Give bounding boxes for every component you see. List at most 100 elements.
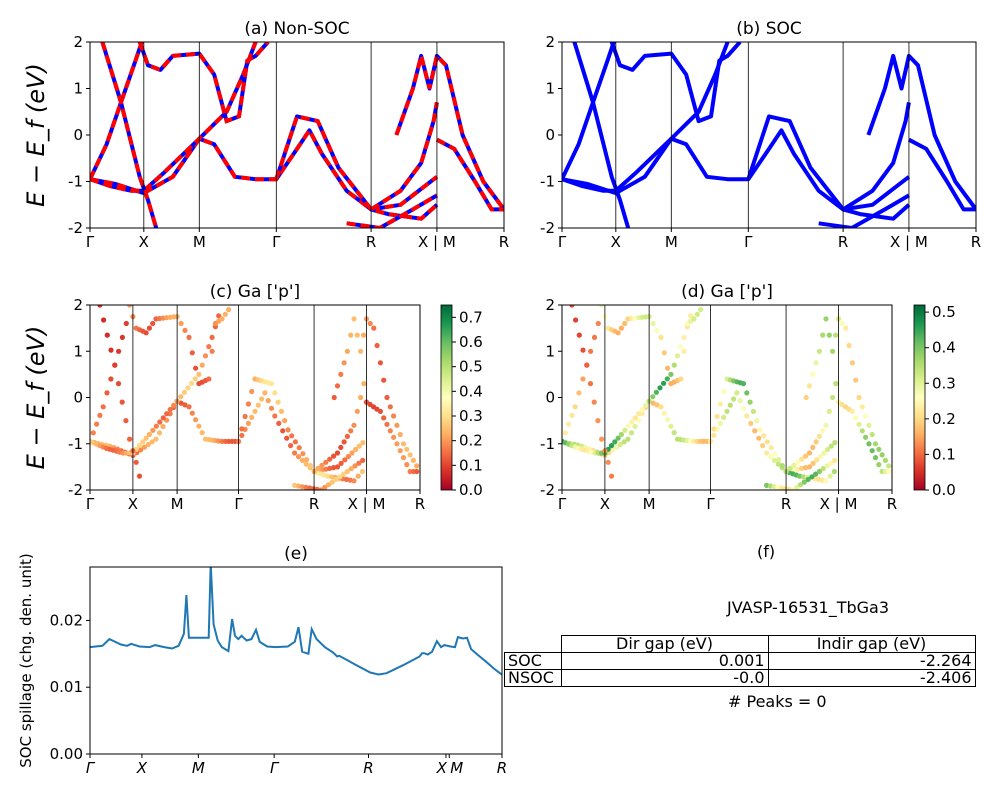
band-point <box>779 463 785 469</box>
band-point <box>866 422 872 428</box>
y-tick-label: 1 <box>73 342 83 360</box>
band-point <box>810 444 816 450</box>
band-point <box>572 404 578 410</box>
band-point <box>123 418 129 424</box>
colorbar-tick-label: 0.5 <box>932 303 956 321</box>
band-point <box>123 320 129 327</box>
band-point <box>613 444 620 450</box>
band-point <box>813 439 819 445</box>
band-point <box>265 398 271 404</box>
y-tick-label: 1 <box>73 80 83 98</box>
y-tick-label: 1 <box>545 80 555 98</box>
band-point <box>242 413 248 420</box>
band-point <box>136 473 143 479</box>
band-point <box>588 348 594 354</box>
colorbar-tick-label: 0.0 <box>459 481 483 499</box>
band-point <box>127 305 133 308</box>
band-point <box>750 408 757 414</box>
band-point <box>650 400 656 406</box>
x-tick-label: M <box>193 233 206 251</box>
band-point <box>384 421 390 427</box>
band-point <box>632 423 638 430</box>
plot-area <box>90 567 502 676</box>
band-point <box>160 415 166 421</box>
axes-frame <box>89 41 505 229</box>
band-point <box>249 388 255 395</box>
band-point <box>608 443 615 449</box>
band-point <box>354 408 360 414</box>
band-point <box>832 440 838 446</box>
band-point <box>181 389 187 395</box>
band-point <box>744 390 750 396</box>
band-point <box>617 441 623 448</box>
band-point <box>344 468 350 475</box>
band-point <box>391 413 397 419</box>
band-point <box>334 464 341 470</box>
band-point <box>816 468 823 475</box>
band-point <box>833 381 839 387</box>
band-point <box>209 334 215 340</box>
band-point <box>407 452 413 458</box>
panel-title: (b) SOC <box>736 19 802 39</box>
band-point <box>595 418 601 424</box>
band-point <box>856 421 862 427</box>
band-point <box>252 408 258 414</box>
band-point <box>658 404 664 410</box>
band-point <box>354 332 360 338</box>
band-point <box>771 457 778 463</box>
band-point <box>721 414 727 420</box>
band-point <box>795 459 801 465</box>
band-point <box>823 422 829 428</box>
band-point <box>821 450 827 456</box>
band-point <box>410 457 416 463</box>
band-point <box>832 457 838 463</box>
band-point <box>216 313 222 319</box>
band-point <box>671 430 677 436</box>
band-point <box>268 381 275 387</box>
plot-area <box>90 42 504 228</box>
band-point <box>678 344 684 350</box>
band-point <box>678 376 684 382</box>
x-tick-label: X <box>128 495 138 513</box>
x-tick-label: Γ <box>86 759 96 777</box>
band-point <box>119 399 125 405</box>
panel-c: (c) Ga ['p'] Γ X M Γ R X | M R -2 -1 0 1 2 E − E_f (e… <box>22 282 483 513</box>
band-point <box>367 320 373 327</box>
band-point <box>157 419 163 425</box>
band-point <box>333 476 339 482</box>
x-tick-label: Γ <box>86 495 95 513</box>
band-point <box>400 455 407 461</box>
band-point <box>268 405 275 411</box>
plot-area <box>90 305 420 490</box>
band-point <box>688 313 694 319</box>
colorbar-tick-label: 0.1 <box>932 445 956 463</box>
band-point <box>304 457 310 463</box>
band-point <box>356 443 362 449</box>
band-point <box>104 390 110 396</box>
band-point <box>239 426 245 432</box>
band-line-dashed <box>394 51 504 211</box>
x-tick-label: R <box>971 233 981 251</box>
band-point <box>344 433 350 439</box>
axes-frame <box>89 566 503 755</box>
band-point <box>352 463 358 469</box>
band-point <box>296 445 302 451</box>
y-tick-label: 0 <box>73 126 83 144</box>
x-tick-label: Γ <box>272 233 281 251</box>
colorbar-tick-label: 0.4 <box>932 339 956 357</box>
band-point <box>331 465 337 471</box>
y-tick-label: 1 <box>545 342 555 360</box>
band-point <box>839 320 845 327</box>
band-point <box>724 408 730 414</box>
y-axis-label: E − E_f (eV) <box>22 63 50 207</box>
band-point <box>104 332 110 338</box>
plot-area <box>562 305 892 490</box>
band-point <box>101 317 107 323</box>
dir-gap-value: 0.001 <box>560 652 769 670</box>
band-point <box>799 465 805 471</box>
material-id: JVASP-16531_TbGa3 <box>727 598 890 617</box>
band-line-dashed <box>274 114 439 221</box>
band-point <box>358 348 364 354</box>
band-point <box>361 332 367 338</box>
dir-gap-value: -0.0 <box>560 669 769 687</box>
